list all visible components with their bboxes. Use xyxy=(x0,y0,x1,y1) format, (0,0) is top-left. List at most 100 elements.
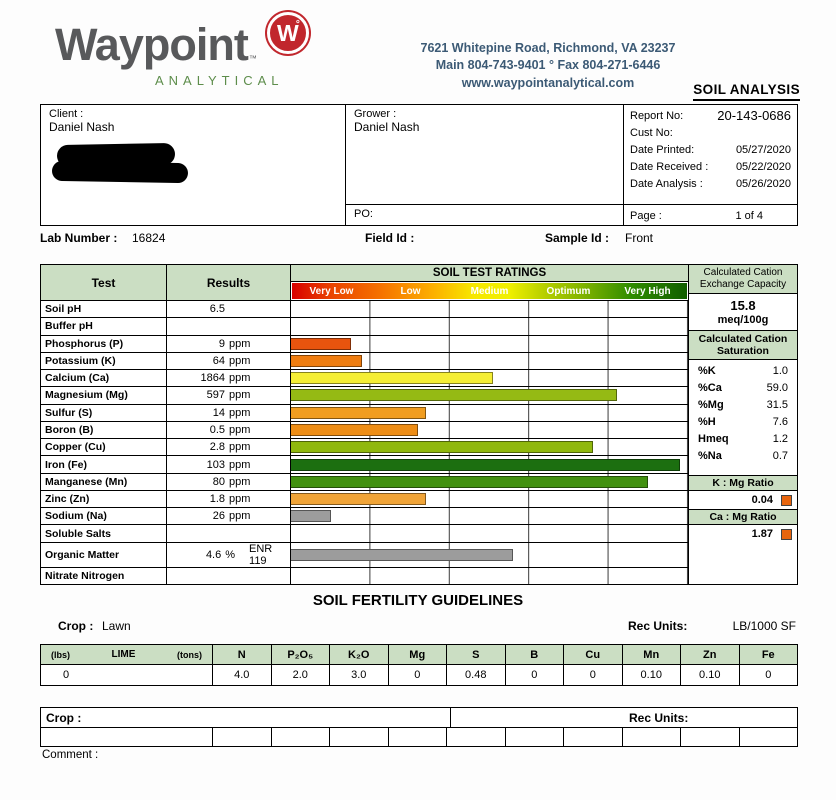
fert-value: 0 xyxy=(765,669,772,681)
rating-bar xyxy=(291,548,514,561)
date-received-label: Date Received : xyxy=(630,160,709,173)
test-result: 597 ppm xyxy=(167,387,291,404)
rating-cell xyxy=(291,352,688,370)
saturation-value: 1.2 xyxy=(772,432,788,445)
page-row: Page : 1 of 4 xyxy=(624,204,797,225)
rating-cell xyxy=(291,318,688,335)
rating-cell xyxy=(291,525,688,542)
waypoint-badge-icon: W ° xyxy=(266,12,309,54)
crop-rec-units-row: Crop : Lawn Rec Units: LB/1000 SF xyxy=(40,619,798,635)
field-id-label: Field Id : xyxy=(365,231,415,245)
result-unit: ppm xyxy=(229,510,251,523)
rating-bar xyxy=(291,389,617,402)
saturation-value: 0.7 xyxy=(772,449,788,462)
result-value: 14 xyxy=(212,406,225,419)
ratio-swatch xyxy=(781,494,792,506)
saturation-header: Calculated Cation Saturation xyxy=(689,330,797,360)
date-printed-row: Date Printed: 05/27/2020 xyxy=(624,141,797,158)
client-name: Daniel Nash xyxy=(49,120,115,134)
fert-value: 0 xyxy=(506,665,564,685)
lab-number-value: 16824 xyxy=(132,231,166,245)
result-unit: ppm xyxy=(229,406,251,419)
second-crop-label: Crop : xyxy=(41,708,451,727)
test-result: 80 ppm xyxy=(167,473,291,490)
test-result xyxy=(167,567,291,584)
fert-value: 0 xyxy=(564,665,623,685)
soil-test-row: Buffer pH xyxy=(41,318,688,336)
empty-cell xyxy=(389,728,447,746)
result-value: 1.8 xyxy=(209,493,225,506)
crop-label: Crop : xyxy=(58,619,94,633)
second-crop-header-row: Crop : Rec Units: xyxy=(41,708,797,728)
result-unit: ppm xyxy=(229,337,251,350)
fert-column-header: P₂O₅ xyxy=(272,645,330,664)
soil-test-row: Sodium (Na) 26 ppm xyxy=(41,508,688,526)
saturation-value: 7.6 xyxy=(772,415,788,428)
lime-tons-label: (tons) xyxy=(176,649,202,660)
ca-mg-ratio-header: Ca : Mg Ratio xyxy=(689,509,797,525)
date-printed-value: 05/27/2020 xyxy=(735,143,791,156)
client-label: Client : xyxy=(49,108,84,120)
soil-test-header-row: Test Results SOIL TEST RATINGS Very Low L… xyxy=(41,265,688,301)
logo-trademark: ™ xyxy=(248,54,257,63)
comment-label: Comment : xyxy=(42,749,99,761)
test-result: 9 ppm xyxy=(167,335,291,352)
test-name: Iron (Fe) xyxy=(41,456,167,473)
second-crop-table: Crop : Rec Units: xyxy=(40,707,798,747)
test-result xyxy=(167,318,291,335)
fert-column-header: S xyxy=(447,645,506,664)
test-name: Copper (Cu) xyxy=(41,439,167,456)
logo-subtitle: ANALYTICAL xyxy=(155,73,284,88)
soil-test-left-table: Test Results SOIL TEST RATINGS Very Low L… xyxy=(41,265,689,584)
cust-no-row: Cust No: xyxy=(624,124,797,141)
report-title: SOIL ANALYSIS xyxy=(693,82,800,101)
rating-bar xyxy=(291,493,426,506)
lab-number-label: Lab Number : xyxy=(40,231,118,245)
result-value: 597 xyxy=(206,389,225,402)
empty-cell xyxy=(740,728,798,746)
saturation-row: %Ca 59.0 xyxy=(689,379,797,396)
empty-cell xyxy=(506,728,564,746)
soil-test-table: Test Results SOIL TEST RATINGS Very Low L… xyxy=(40,264,798,585)
fert-column-header: K₂O xyxy=(330,645,389,664)
result-value: 9 xyxy=(218,337,225,350)
saturation-row: %K 1.0 xyxy=(689,362,797,379)
address-line2: Main 804-743-9401 ° Fax 804-271-6446 xyxy=(435,58,661,72)
lime-header-cell: (lbs) LIME (tons) xyxy=(41,645,213,664)
rating-bar xyxy=(291,354,363,367)
soil-test-row: Copper (Cu) 2.8 ppm xyxy=(41,439,688,457)
k-mg-ratio-value: 0.04 xyxy=(751,494,773,506)
test-name: Boron (B) xyxy=(41,421,167,439)
result-unit: ppm xyxy=(229,493,251,506)
fert-value: 0.48 xyxy=(447,665,506,685)
date-analysis-row: Date Analysis : 05/26/2020 xyxy=(624,175,797,192)
lime-label: LIME xyxy=(111,649,136,660)
rating-bar xyxy=(291,423,419,436)
soil-test-row: Manganese (Mn) 80 ppm xyxy=(41,473,688,491)
rating-bar xyxy=(291,372,494,385)
logo-wordmark: Waypoint xyxy=(55,19,249,70)
fert-column-header: Zn xyxy=(681,645,740,664)
test-name: Buffer pH xyxy=(41,318,167,335)
empty-cell xyxy=(213,728,272,746)
empty-cell xyxy=(447,728,506,746)
test-result: 1864 ppm xyxy=(167,370,291,387)
result-value: 0.5 xyxy=(209,423,225,436)
saturation-value: 31.5 xyxy=(766,398,788,411)
test-name: Phosphorus (P) xyxy=(41,335,167,352)
rating-bar xyxy=(291,458,681,471)
redaction-blob xyxy=(51,160,189,184)
empty-cell xyxy=(623,728,681,746)
sample-id-value: Front xyxy=(625,231,654,245)
result-value: 103 xyxy=(206,458,225,471)
empty-cell xyxy=(564,728,623,746)
result-value: 64 xyxy=(212,354,225,367)
report-no-row: Report No: 20-143-0686 xyxy=(624,107,797,124)
saturation-row: %Mg 31.5 xyxy=(689,396,797,413)
fertility-guidelines-title: SOIL FERTILITY GUIDELINES xyxy=(312,592,524,609)
rating-cell xyxy=(291,387,688,404)
soil-test-row: Organic Matter 4.6% ENR 119 xyxy=(41,542,688,568)
fert-value: 2.0 xyxy=(272,665,330,685)
badge-letter: W xyxy=(276,19,299,46)
website-link[interactable]: www.waypointanalytical.com xyxy=(461,76,635,90)
